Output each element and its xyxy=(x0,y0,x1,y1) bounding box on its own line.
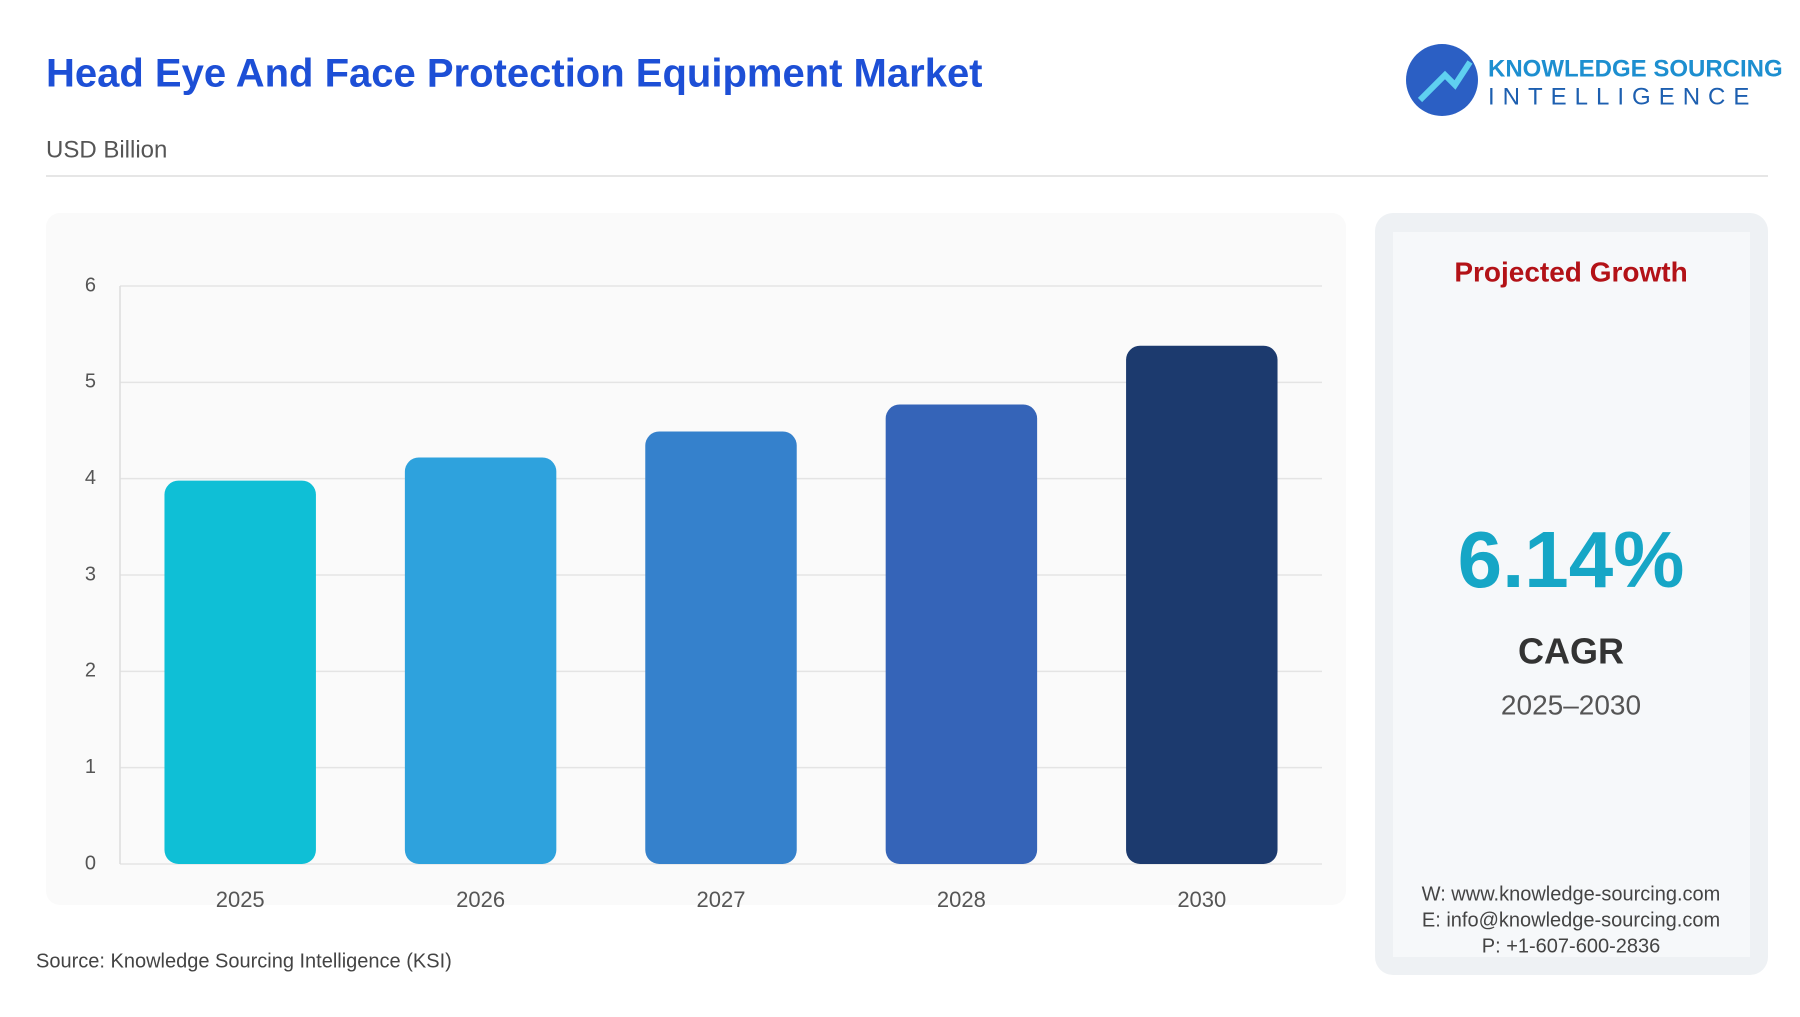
y-tick-label: 6 xyxy=(85,274,96,296)
y-tick-label: 0 xyxy=(85,852,96,874)
bar xyxy=(404,457,557,864)
y-tick-label: 3 xyxy=(85,563,96,585)
contact: W: www.knowledge-sourcing.com xyxy=(1422,883,1721,905)
logo: KNOWLEDGE SOURCING INTELLIGENCE xyxy=(1406,44,1783,116)
bar xyxy=(1126,345,1278,864)
title: Head Eye And Face Protection Equipment M… xyxy=(46,52,983,96)
subtitle: USD Billion xyxy=(46,136,167,163)
cagr-period: 2025–2030 xyxy=(1501,689,1641,720)
logo-arrow xyxy=(1417,60,1473,103)
contact: P: +1-607-600-2836 xyxy=(1482,935,1660,957)
y-tick-label: 2 xyxy=(85,660,96,682)
y-tick-label: 5 xyxy=(85,371,96,393)
x-tick-label: 2025 xyxy=(216,887,265,912)
x-tick-label: 2027 xyxy=(697,887,746,912)
bar xyxy=(885,404,1038,864)
y-tick-label: 4 xyxy=(85,467,96,489)
card-heading: Projected Growth xyxy=(1454,256,1687,287)
source: Source: Knowledge Sourcing Intelligence … xyxy=(36,950,452,972)
cagr-value: 6.14% xyxy=(1458,515,1685,604)
bar xyxy=(164,480,316,864)
logo-text: KNOWLEDGE SOURCING xyxy=(1488,55,1783,82)
bar xyxy=(645,431,797,864)
x-tick-label: 2028 xyxy=(937,887,986,912)
contact: E: info@knowledge-sourcing.com xyxy=(1422,909,1720,931)
y-tick-label: 1 xyxy=(85,756,96,778)
x-tick-label: 2026 xyxy=(456,887,505,912)
x-tick-label: 2030 xyxy=(1177,887,1226,912)
cagr-label: CAGR xyxy=(1518,631,1624,672)
card-inner xyxy=(1393,232,1750,957)
logo-text: INTELLIGENCE xyxy=(1488,83,1757,110)
